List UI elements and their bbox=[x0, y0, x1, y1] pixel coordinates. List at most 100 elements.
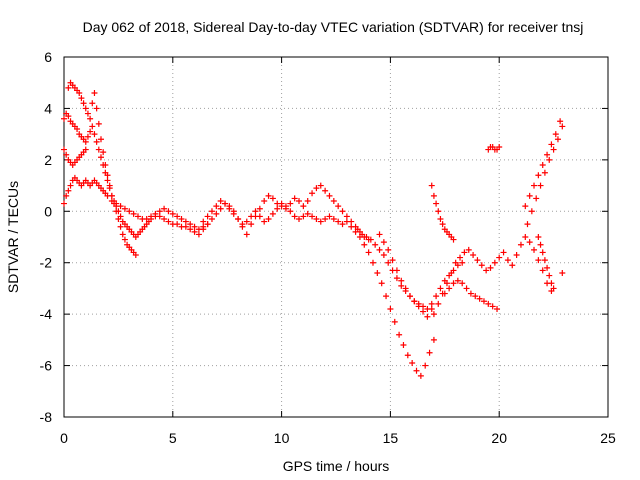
data-point bbox=[148, 213, 155, 220]
data-point bbox=[554, 136, 561, 143]
data-point bbox=[84, 110, 91, 117]
x-tick-labels: 0 5 10 15 20 25 bbox=[60, 430, 616, 446]
series-track-p bbox=[535, 234, 566, 292]
x-tick-label: 5 bbox=[169, 430, 177, 446]
data-point bbox=[533, 195, 540, 202]
data-point bbox=[248, 221, 255, 228]
data-point bbox=[398, 282, 405, 289]
data-point bbox=[63, 192, 70, 199]
data-point bbox=[191, 228, 198, 235]
data-point bbox=[393, 275, 400, 282]
data-point bbox=[415, 303, 422, 310]
data-point bbox=[126, 208, 133, 215]
data-point bbox=[222, 200, 229, 207]
data-point bbox=[422, 362, 429, 369]
data-point bbox=[230, 210, 237, 217]
data-point bbox=[496, 254, 503, 261]
data-point bbox=[417, 372, 424, 379]
data-point bbox=[63, 151, 70, 158]
data-point bbox=[78, 95, 85, 102]
data-point bbox=[522, 234, 529, 240]
data-point bbox=[182, 218, 189, 225]
data-point bbox=[117, 203, 124, 210]
data-point bbox=[97, 136, 104, 143]
x-tick-label: 15 bbox=[383, 430, 399, 446]
grid-lines bbox=[64, 57, 608, 417]
data-point bbox=[335, 203, 342, 210]
data-point bbox=[330, 216, 337, 222]
data-point bbox=[243, 218, 250, 225]
data-point bbox=[313, 216, 320, 222]
data-point bbox=[376, 246, 383, 253]
data-point bbox=[483, 267, 490, 274]
data-point bbox=[87, 115, 94, 122]
data-point bbox=[433, 293, 440, 300]
data-point bbox=[291, 195, 298, 202]
data-point bbox=[369, 259, 376, 266]
data-point bbox=[213, 203, 220, 210]
data-point bbox=[174, 213, 181, 220]
data-point bbox=[400, 342, 407, 348]
data-point bbox=[476, 295, 483, 302]
data-point bbox=[522, 203, 529, 210]
y-tick-label: -4 bbox=[40, 306, 53, 322]
data-point bbox=[430, 336, 437, 343]
data-point bbox=[304, 210, 311, 217]
data-point bbox=[459, 259, 466, 266]
x-tick-label: 25 bbox=[600, 430, 616, 446]
data-point bbox=[461, 249, 468, 256]
data-point bbox=[82, 138, 89, 145]
data-point bbox=[330, 198, 337, 204]
data-point bbox=[548, 141, 555, 148]
data-point bbox=[385, 259, 392, 266]
y-tick-label: -8 bbox=[40, 409, 53, 425]
data-point bbox=[426, 349, 433, 356]
data-point bbox=[544, 151, 551, 158]
data-point bbox=[95, 120, 102, 127]
data-point bbox=[252, 208, 259, 215]
data-point bbox=[217, 205, 224, 212]
data-points bbox=[61, 79, 566, 379]
data-point bbox=[208, 208, 215, 215]
data-point bbox=[274, 205, 281, 212]
data-point bbox=[409, 360, 416, 366]
data-point bbox=[500, 249, 507, 256]
series-track-l bbox=[428, 182, 457, 243]
data-point bbox=[317, 182, 324, 189]
data-point bbox=[380, 239, 387, 246]
data-point bbox=[82, 105, 89, 112]
data-point bbox=[348, 223, 355, 230]
data-point bbox=[97, 154, 104, 161]
data-point bbox=[354, 226, 361, 233]
data-point bbox=[546, 156, 553, 163]
series-track-a bbox=[61, 110, 211, 240]
data-point bbox=[61, 146, 67, 153]
tick-marks bbox=[63, 56, 609, 418]
data-point bbox=[531, 182, 538, 189]
y-axis-label: SDTVAR / TECUs bbox=[5, 181, 21, 293]
data-point bbox=[361, 241, 368, 248]
data-point bbox=[156, 208, 163, 215]
data-point bbox=[113, 200, 120, 207]
data-point bbox=[430, 192, 437, 199]
data-point bbox=[296, 216, 303, 222]
data-point bbox=[387, 306, 394, 312]
data-point bbox=[546, 272, 553, 279]
data-point bbox=[526, 192, 533, 199]
data-point bbox=[537, 182, 544, 189]
data-point bbox=[541, 169, 548, 176]
data-point bbox=[450, 280, 457, 287]
data-point bbox=[76, 90, 83, 96]
data-point bbox=[296, 198, 303, 204]
data-point bbox=[156, 213, 163, 220]
data-point bbox=[121, 236, 128, 243]
data-point bbox=[544, 264, 551, 271]
data-point bbox=[457, 254, 464, 261]
data-point bbox=[313, 185, 320, 192]
data-point bbox=[261, 198, 268, 204]
data-point bbox=[61, 115, 67, 122]
data-point bbox=[343, 213, 350, 220]
data-point bbox=[152, 210, 159, 217]
data-point bbox=[474, 257, 481, 264]
